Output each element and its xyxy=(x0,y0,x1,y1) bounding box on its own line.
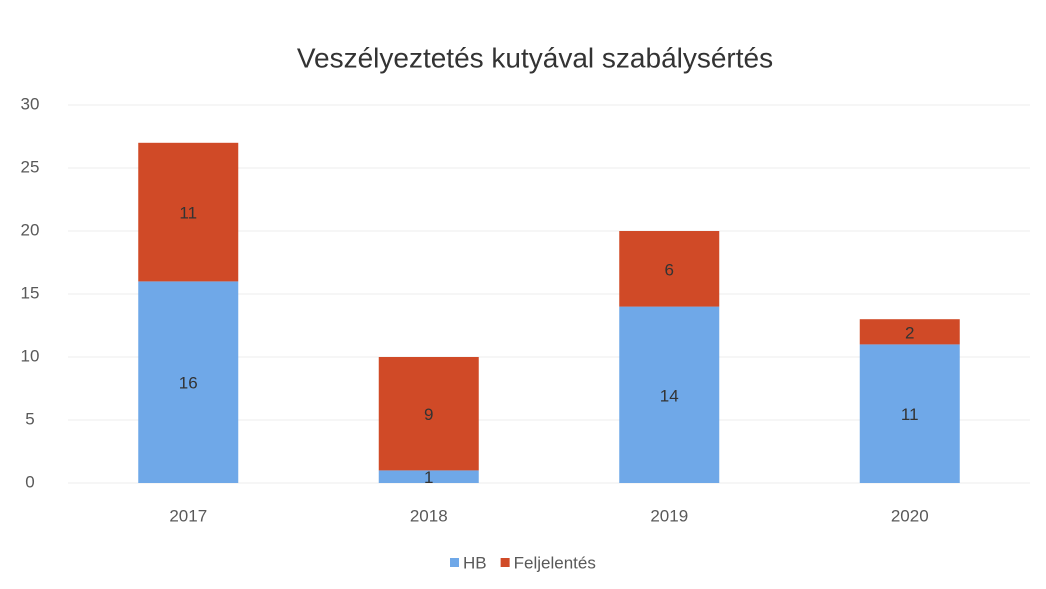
bar-segment xyxy=(619,231,720,307)
chart-title: Veszélyeztetés kutyával szabálysértés xyxy=(297,42,773,73)
legend-label: Feljelentés xyxy=(514,553,596,572)
bar-segment xyxy=(859,344,960,483)
y-tick-label: 15 xyxy=(21,283,40,302)
y-tick-label: 0 xyxy=(25,472,34,491)
legend-swatch xyxy=(500,558,510,567)
x-tick-label: 2018 xyxy=(410,506,448,525)
bar-segment xyxy=(378,470,479,483)
x-tick-label: 2017 xyxy=(169,506,207,525)
y-tick-label: 10 xyxy=(21,346,40,365)
y-tick-label: 25 xyxy=(21,157,40,176)
bar-segment xyxy=(378,357,479,471)
bar-segment xyxy=(138,142,239,282)
data-label: 6 xyxy=(665,260,674,279)
bar-segment xyxy=(138,281,239,483)
y-tick-label: 5 xyxy=(25,409,34,428)
data-label: 1 xyxy=(424,468,433,487)
data-label: 16 xyxy=(179,374,198,393)
data-label: 9 xyxy=(424,405,433,424)
data-label: 14 xyxy=(660,386,679,405)
bar-segment xyxy=(619,306,720,483)
y-tick-label: 20 xyxy=(21,220,40,239)
x-tick-label: 2019 xyxy=(650,506,688,525)
legend-swatch xyxy=(450,558,459,567)
data-label: 11 xyxy=(179,204,197,223)
bar-segment xyxy=(859,319,960,345)
x-tick-label: 2020 xyxy=(891,506,929,525)
data-label: 11 xyxy=(901,405,919,424)
y-tick-label: 30 xyxy=(21,94,40,113)
legend-label: HB xyxy=(463,553,487,572)
data-label: 2 xyxy=(905,323,914,342)
